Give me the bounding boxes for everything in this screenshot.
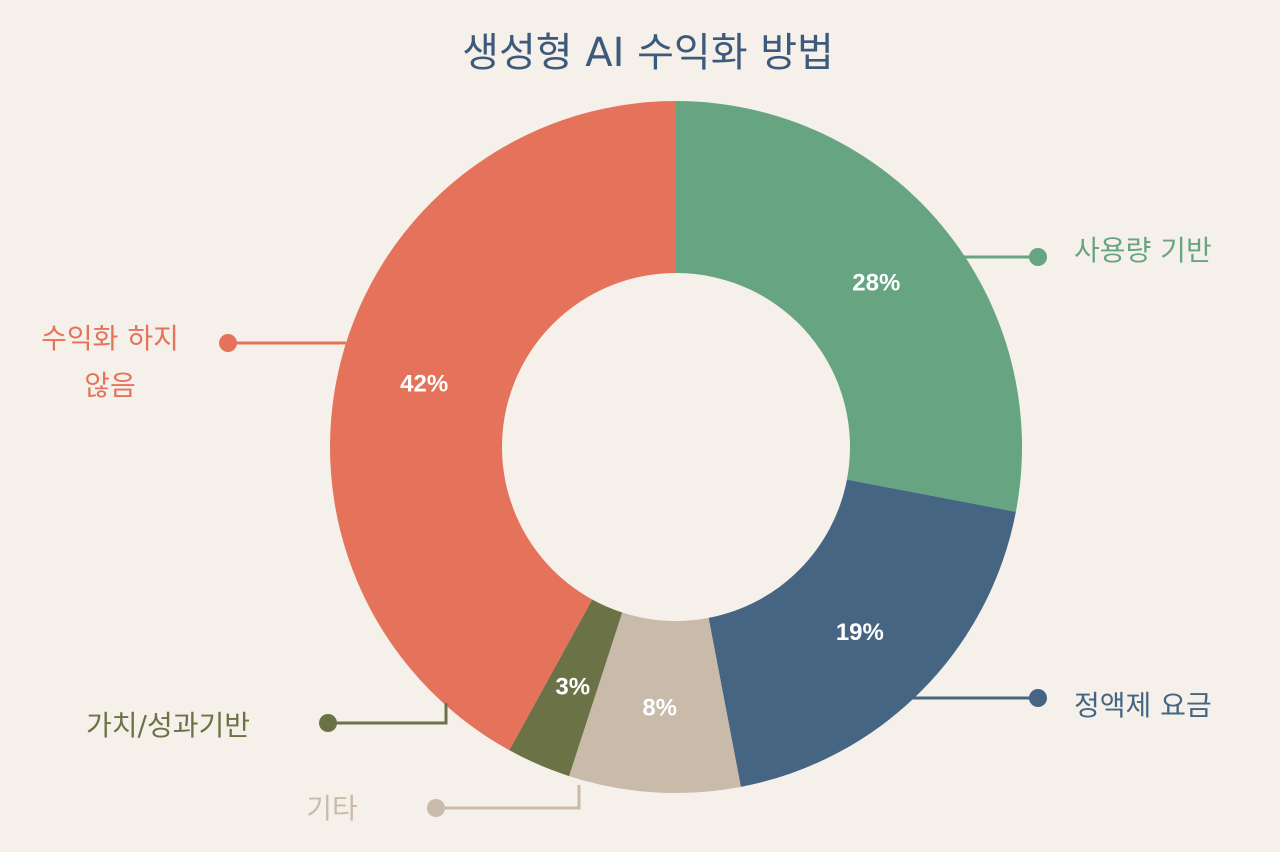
chart-title: 생성형 AI 수익화 방법 [462, 30, 834, 76]
leader-dot-none [219, 334, 237, 352]
legend-label-other: 기타 [306, 792, 358, 825]
legend-label-usage: 사용량 기반 [1074, 234, 1212, 267]
leader-line-other [436, 785, 581, 810]
legend-label-flat: 정액제 요금 [1074, 689, 1212, 722]
legend-label-none-1: 수익화 하지 [41, 322, 179, 355]
slice-other [569, 612, 741, 793]
slice-none [330, 101, 676, 751]
percent-label-value: 3% [555, 674, 590, 701]
leader-dot-usage [1029, 248, 1047, 266]
leader-lines-group [219, 248, 1047, 817]
percent-labels-group: 28% 19% 8% 3% 42% [400, 269, 900, 721]
legend-label-none-2: 않음 [84, 369, 136, 402]
leader-dot-flat [1029, 689, 1047, 707]
percent-label-other: 8% [642, 694, 677, 721]
percent-label-flat: 19% [836, 619, 884, 646]
slice-usage [676, 101, 1022, 512]
leader-line-value [328, 703, 448, 725]
slices-group [330, 101, 1022, 793]
percent-label-usage: 28% [852, 269, 900, 296]
leader-dot-other [427, 799, 445, 817]
legend-label-value: 가치/성과기반 [86, 709, 250, 742]
slice-value [509, 599, 623, 777]
leader-dot-value [319, 714, 337, 732]
slice-flat [708, 479, 1016, 787]
percent-label-none: 42% [400, 370, 448, 397]
